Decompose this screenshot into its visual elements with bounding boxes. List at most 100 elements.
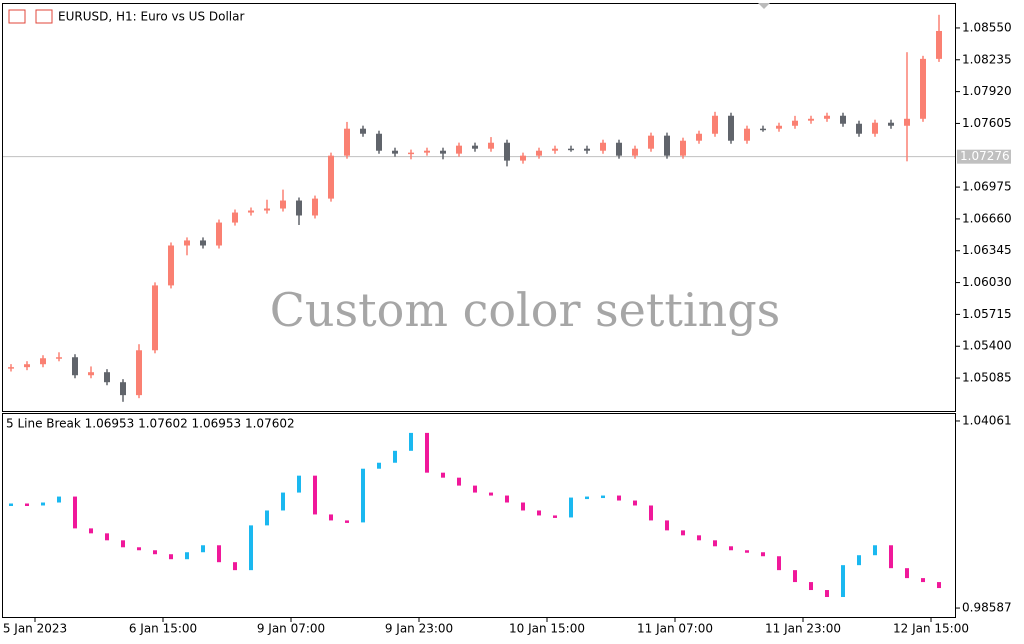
y-tick-label: 1.06660	[962, 211, 1012, 225]
line-break-brick	[777, 556, 781, 571]
line-break-brick	[73, 496, 77, 529]
candle-body	[216, 222, 222, 246]
main-panel	[2, 3, 956, 412]
x-tick-label: 12 Jan 15:00	[893, 622, 969, 636]
shift-marker	[758, 3, 770, 9]
candle-body	[568, 148, 574, 151]
x-tick-label: 5 Jan 2023	[3, 622, 67, 636]
candle-body	[168, 245, 174, 286]
candle-body	[792, 120, 798, 126]
line-break-brick	[153, 550, 157, 555]
candle-body	[72, 357, 78, 376]
line-break-brick	[361, 468, 365, 523]
line-break-brick	[521, 502, 525, 511]
candle-body	[424, 150, 430, 153]
candle-body	[8, 367, 14, 369]
line-break-brick	[601, 495, 605, 499]
candle-body	[840, 115, 846, 124]
x-tick-label: 9 Jan 07:00	[257, 622, 325, 636]
line-break-brick	[457, 477, 461, 486]
watermark: Custom color settings	[270, 283, 781, 337]
line-break-brick	[505, 495, 509, 503]
candle-body	[776, 125, 782, 129]
candle-body	[856, 123, 862, 134]
candle-body	[472, 145, 478, 149]
line-break-brick	[537, 510, 541, 516]
line-break-brick	[25, 503, 29, 507]
candle-body	[696, 133, 702, 141]
candle-body	[136, 350, 142, 396]
candle-body	[904, 118, 910, 126]
line-break-brick	[649, 505, 653, 521]
candle-body	[328, 155, 334, 199]
candle-body	[872, 122, 878, 134]
line-break-brick	[393, 450, 397, 463]
candle-body	[520, 155, 526, 161]
candle-body	[296, 200, 302, 216]
candle-body	[360, 128, 366, 134]
line-break-brick	[681, 530, 685, 536]
line-break-brick	[873, 545, 877, 556]
current-price-box	[957, 149, 1011, 164]
candle-body	[632, 148, 638, 156]
line-break-brick	[121, 540, 125, 548]
line-break-brick	[473, 485, 477, 493]
candle-body	[312, 198, 318, 216]
candle-body	[56, 357, 62, 359]
candle-body	[248, 210, 254, 213]
candle-body	[648, 135, 654, 149]
line-break-brick	[345, 520, 349, 523]
line-break-brick	[41, 502, 45, 506]
candle-body	[456, 145, 462, 154]
x-tick-label: 6 Jan 15:00	[129, 622, 197, 636]
y-tick-label: 1.05715	[962, 307, 1012, 321]
line-break-brick	[329, 514, 333, 521]
line-break-brick	[441, 472, 445, 478]
candle-body	[584, 148, 590, 151]
candle-body	[824, 115, 830, 119]
line-break-brick	[425, 432, 429, 473]
candle-body	[200, 240, 206, 246]
line-break-brick	[217, 545, 221, 563]
candle-body	[232, 212, 238, 223]
line-break-brick	[105, 533, 109, 541]
line-break-brick	[713, 540, 717, 547]
candle-body	[680, 140, 686, 156]
current-price-label: 1.07276	[960, 149, 1010, 163]
line-break-brick	[57, 496, 61, 503]
candle-body	[600, 142, 606, 151]
line-break-brick	[697, 535, 701, 541]
candle-body	[440, 150, 446, 154]
line-break-brick	[9, 503, 13, 507]
candle-body	[488, 142, 494, 149]
candle-body	[536, 150, 542, 156]
candle-body	[408, 152, 414, 155]
line-break-brick	[825, 590, 829, 598]
y-tick-label: 1.06345	[962, 243, 1012, 257]
y-tick-label: 1.06975	[962, 180, 1012, 194]
line-break-brick	[489, 492, 493, 496]
symbol-icon	[8, 9, 26, 24]
line-break-brick	[905, 568, 909, 579]
candle-body	[280, 200, 286, 209]
line-break-brick	[585, 496, 589, 500]
candle-body	[888, 122, 894, 126]
candle-body	[552, 148, 558, 151]
line-break-brick	[793, 570, 797, 583]
candle-body	[920, 58, 926, 119]
line-break-brick	[729, 546, 733, 551]
line-break-brick	[281, 492, 285, 511]
x-tick-label: 9 Jan 23:00	[385, 622, 453, 636]
line-break-brick	[809, 582, 813, 591]
x-tick-label: 10 Jan 15:00	[509, 622, 585, 636]
line-break-brick	[665, 520, 669, 531]
candle-body	[24, 364, 30, 368]
candle-body	[104, 372, 110, 383]
line-break-brick	[921, 578, 925, 583]
candle-body	[664, 135, 670, 156]
line-break-brick	[857, 555, 861, 566]
y-tick-label: 1.05400	[962, 339, 1012, 353]
candle-body	[392, 150, 398, 154]
candle-body	[88, 372, 94, 376]
